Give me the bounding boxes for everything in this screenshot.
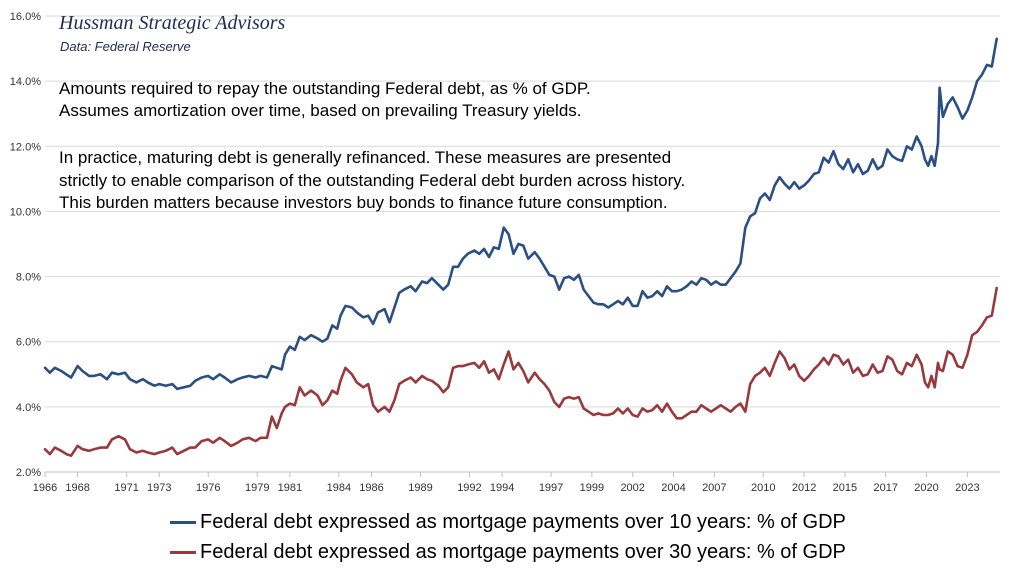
x-tick-label: 2017: [873, 482, 897, 494]
y-tick-label: 8.0%: [16, 272, 41, 284]
x-tick-label: 2012: [792, 482, 816, 494]
legend-label-30yr: Federal debt expressed as mortgage payme…: [200, 540, 846, 563]
x-tick-label: 2015: [833, 482, 857, 494]
annotation-line-4: strictly to enable comparison of the out…: [59, 171, 686, 190]
x-tick-label: 1999: [580, 482, 604, 494]
series-line-30yr: [43, 286, 998, 457]
series-line-10yr: [43, 37, 998, 391]
x-tick-label: 1989: [408, 482, 432, 494]
annotation-line-5: This burden matters because investors bu…: [59, 193, 668, 212]
legend-label-10yr: Federal debt expressed as mortgage payme…: [200, 510, 846, 533]
legend-swatch-10yr: [170, 520, 196, 524]
legend-item-30yr: Federal debt expressed as mortgage payme…: [170, 539, 846, 565]
x-tick-label: 1981: [278, 482, 302, 494]
x-tick-label: 1973: [147, 482, 171, 494]
x-tick-label: 2002: [620, 482, 644, 494]
x-tick-label: 2010: [751, 482, 775, 494]
x-tick-label: 1966: [33, 482, 57, 494]
annotation-line-1: Amounts required to repay the outstandin…: [59, 79, 591, 98]
y-tick-label: 10.0%: [10, 206, 41, 218]
y-tick-label: 16.0%: [10, 11, 41, 23]
legend-item-10yr: Federal debt expressed as mortgage payme…: [170, 509, 846, 535]
annotation-line-2: Assumes amortization over time, based on…: [59, 101, 582, 120]
gridlines: [45, 15, 1000, 408]
x-tick-label: 1994: [490, 482, 514, 494]
x-tick-label: 2020: [914, 482, 938, 494]
brand-title: Hussman Strategic Advisors: [59, 12, 286, 34]
y-tick-label: 4.0%: [16, 402, 41, 414]
series-lines: [43, 37, 998, 457]
legend-swatch-30yr: [170, 550, 196, 554]
x-tick-label: 2023: [955, 482, 979, 494]
x-tick-label: 2004: [661, 482, 685, 494]
y-tick-label: 2.0%: [16, 467, 41, 479]
y-tick-label: 14.0%: [10, 76, 41, 88]
y-tick-label: 6.0%: [16, 337, 41, 349]
x-tick-label: 1986: [359, 482, 383, 494]
x-tick-label: 1968: [65, 482, 89, 494]
x-tick-label: 1976: [196, 482, 220, 494]
axes: 2.0% 4.0% 6.0% 8.0% 10.0% 12.0% 14.0% 16.0% 1966…: [10, 11, 1000, 494]
x-tick-label: 1971: [114, 482, 138, 494]
x-tick-label: 1979: [245, 482, 269, 494]
x-tick-label: 2007: [702, 482, 726, 494]
x-tick-label: 1984: [327, 482, 351, 494]
x-tick-label: 1997: [539, 482, 563, 494]
y-tick-label: 12.0%: [10, 141, 41, 153]
data-source-note: Data: Federal Reserve: [60, 39, 191, 54]
x-tick-label: 1992: [457, 482, 481, 494]
annotation-line-3: In practice, maturing debt is generally …: [59, 148, 672, 167]
